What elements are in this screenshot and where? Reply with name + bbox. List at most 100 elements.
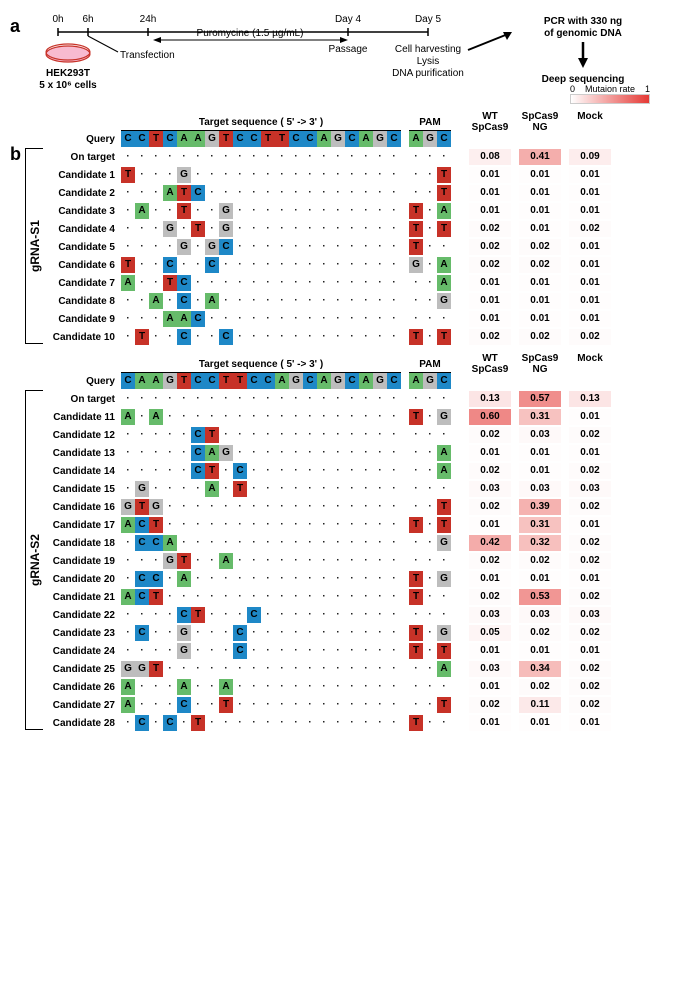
seq-cell: G xyxy=(121,661,135,677)
seq-cell: · xyxy=(233,679,247,695)
seq-cell: · xyxy=(387,275,401,291)
seq-cell: · xyxy=(261,643,275,659)
seq-cell: · xyxy=(219,167,233,183)
seq-cell: · xyxy=(149,553,163,569)
seq-cell: · xyxy=(219,571,233,587)
pam-cell: · xyxy=(437,589,451,605)
seq-cell: G xyxy=(135,661,149,677)
sequence-cells: ···AAC················· xyxy=(121,311,459,327)
sequence-cells: A···C··T··············T xyxy=(121,697,459,713)
heat-cell: 0.01 xyxy=(569,571,611,587)
heat-cell: 0.01 xyxy=(519,463,561,479)
heat-cells: 0.010.010.01 xyxy=(469,293,611,309)
seq-cell: · xyxy=(303,535,317,551)
seq-cell: · xyxy=(373,535,387,551)
seq-cell: · xyxy=(247,221,261,237)
seq-cell: · xyxy=(177,257,191,273)
pam-cell: T xyxy=(409,517,423,533)
seq-cell: · xyxy=(149,463,163,479)
heat-col-2: Mock xyxy=(569,353,611,375)
heat-cell: 0.08 xyxy=(469,149,511,165)
pam-cell: · xyxy=(423,553,437,569)
seq-cell: C xyxy=(387,131,401,147)
seq-cell: · xyxy=(303,409,317,425)
seq-cell: · xyxy=(261,427,275,443)
seq-cell: · xyxy=(121,203,135,219)
seq-cell: · xyxy=(219,643,233,659)
seq-cell: · xyxy=(233,445,247,461)
seq-cell: · xyxy=(261,553,275,569)
seq-cell: · xyxy=(247,589,261,605)
heat-cell: 0.02 xyxy=(469,463,511,479)
seq-cell: · xyxy=(205,499,219,515)
seq-cell: · xyxy=(247,553,261,569)
row-label: Candidate 14 xyxy=(45,466,121,477)
sequence-cells: GTG···················T xyxy=(121,499,459,515)
row-label: Candidate 5 xyxy=(45,242,121,253)
seq-cell: · xyxy=(177,661,191,677)
seq-cell: · xyxy=(359,203,373,219)
seq-cell: · xyxy=(205,185,219,201)
seq-cell: G xyxy=(177,239,191,255)
seq-cell: · xyxy=(191,481,205,497)
seq-cell: · xyxy=(373,589,387,605)
heat-cells: 0.010.010.01 xyxy=(469,571,611,587)
seq-cell: · xyxy=(387,409,401,425)
sequence-cells: A···A··A··············· xyxy=(121,679,459,695)
seq-cell: · xyxy=(275,571,289,587)
seq-cell: A xyxy=(317,373,331,389)
seq-cell: C xyxy=(135,131,149,147)
seq-cell: · xyxy=(345,553,359,569)
seq-cell: · xyxy=(135,257,149,273)
seq-cell: · xyxy=(289,185,303,201)
heat-cell: 0.01 xyxy=(569,409,611,425)
pam-cell: A xyxy=(437,661,451,677)
heat-cell: 0.01 xyxy=(519,185,561,201)
heat-cell: 0.01 xyxy=(519,167,561,183)
seq-cell: · xyxy=(233,409,247,425)
seq-cell: · xyxy=(303,275,317,291)
seq-cell: · xyxy=(275,409,289,425)
seq-cell: · xyxy=(261,589,275,605)
seq-cell: · xyxy=(191,697,205,713)
seq-cell: · xyxy=(275,257,289,273)
seq-cell: · xyxy=(219,715,233,731)
seq-cell: · xyxy=(163,625,177,641)
seq-cell: · xyxy=(163,427,177,443)
pam-cell: G xyxy=(437,293,451,309)
seq-cell: · xyxy=(275,679,289,695)
seq-cell: · xyxy=(359,427,373,443)
seq-cell: · xyxy=(373,643,387,659)
seq-cell: · xyxy=(121,643,135,659)
seq-cell: · xyxy=(359,679,373,695)
seq-cell: · xyxy=(205,589,219,605)
heat-cell: 0.02 xyxy=(569,553,611,569)
pam-cell: · xyxy=(423,185,437,201)
seq-cell: C xyxy=(135,589,149,605)
pam-cell: A xyxy=(409,131,423,147)
seq-cell: · xyxy=(163,499,177,515)
seq-cell: A xyxy=(121,697,135,713)
seq-cell: · xyxy=(177,535,191,551)
seq-cell: · xyxy=(345,517,359,533)
seq-cell: · xyxy=(219,275,233,291)
seq-cell: · xyxy=(317,697,331,713)
seq-cell: · xyxy=(387,445,401,461)
seq-cell: · xyxy=(261,293,275,309)
seq-cell: · xyxy=(373,499,387,515)
heat-cell: 0.01 xyxy=(569,293,611,309)
seq-cell: · xyxy=(219,535,233,551)
seq-cell: · xyxy=(275,185,289,201)
heat-col-1: SpCas9NG xyxy=(519,353,561,375)
heat-cells: 0.030.030.03 xyxy=(469,481,611,497)
seq-cell: · xyxy=(219,661,233,677)
seq-cell: · xyxy=(387,535,401,551)
seq-cell: · xyxy=(373,239,387,255)
seq-cell: · xyxy=(331,481,345,497)
heat-cell: 0.13 xyxy=(469,391,511,407)
group-label: gRNA-S1 xyxy=(28,220,42,272)
seq-cell: · xyxy=(135,391,149,407)
seq-cell: · xyxy=(317,571,331,587)
pam-cell: T xyxy=(409,409,423,425)
seq-cell: · xyxy=(191,661,205,677)
